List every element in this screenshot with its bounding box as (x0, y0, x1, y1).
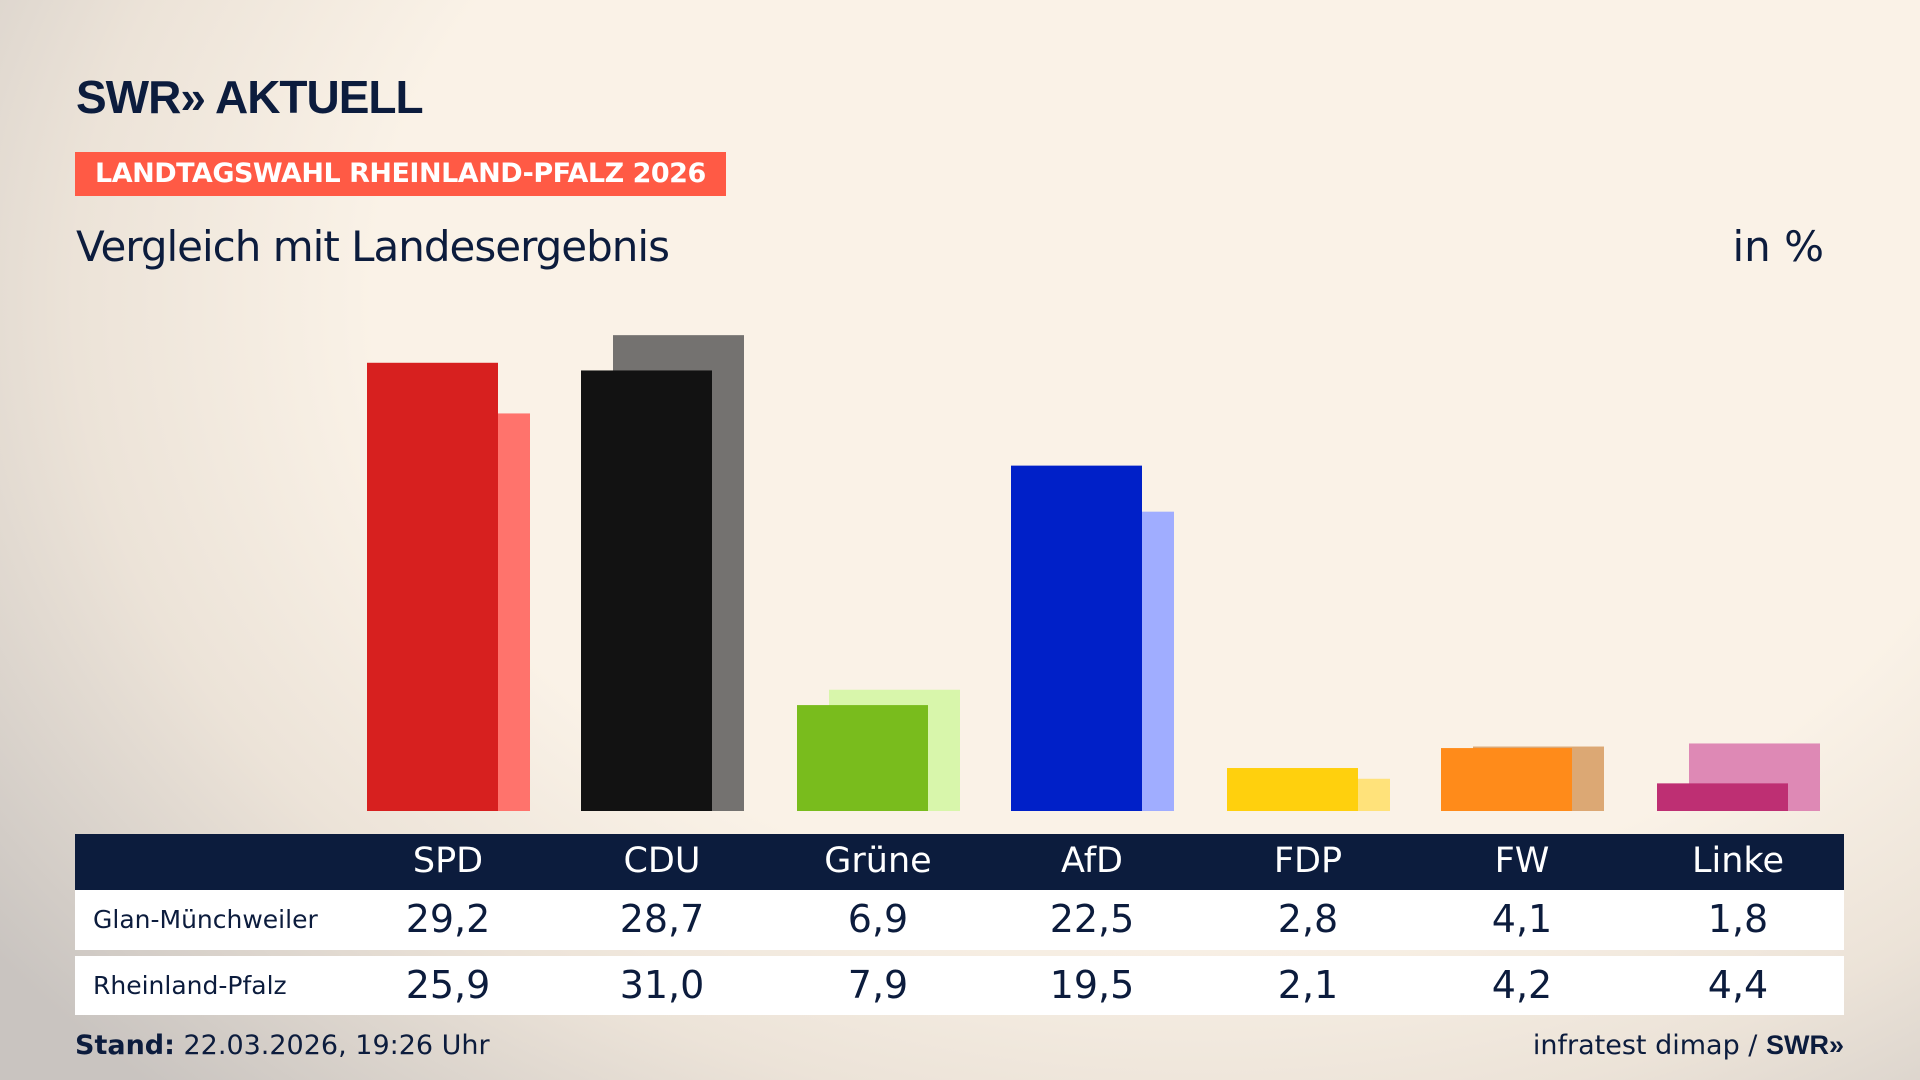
table-header: SPD CDU Grüne AfD FDP FW Linke (75, 834, 1844, 890)
source-text: infratest dimap / (1532, 1030, 1766, 1061)
chart-subtitle: Vergleich mit Landesergebnis (76, 222, 670, 271)
value-cell: 1,8 (1707, 897, 1769, 941)
bar-afd-local (1011, 465, 1142, 811)
value-cell: 6,9 (847, 897, 909, 941)
value-cell: 4,2 (1491, 962, 1553, 1007)
bar-fdp-local (1227, 768, 1358, 811)
value-cell: 2,8 (1277, 897, 1339, 941)
value-cell: 4,1 (1491, 897, 1553, 941)
bar-cdu-local (581, 370, 712, 811)
bar-grüne-local (797, 705, 928, 811)
bar-fw-local (1441, 748, 1572, 811)
category-label: FW (1494, 841, 1550, 881)
stand-label: Stand: (75, 1030, 175, 1061)
category-label: Grüne (824, 841, 932, 881)
election-banner: LANDTAGSWAHL RHEINLAND-PFALZ 2026 (75, 152, 726, 196)
value-cell: 29,2 (405, 897, 491, 941)
unit-label: in % (1732, 222, 1824, 271)
category-label: AfD (1061, 841, 1123, 881)
value-cell: 4,4 (1707, 962, 1769, 1007)
row-label: Rheinland-Pfalz (93, 970, 287, 1000)
value-cell: 2,1 (1277, 962, 1339, 1007)
category-label: Linke (1692, 841, 1784, 881)
value-cell: 19,5 (1049, 962, 1135, 1007)
bar-linke-local (1657, 783, 1788, 811)
table-row: Glan-Münchweiler 29,2 28,7 6,9 22,5 2,8 4,1 1,… (75, 890, 1844, 950)
value-cell: 31,0 (619, 962, 705, 1007)
timestamp: Stand: 22.03.2026, 19:26 Uhr (75, 1030, 490, 1061)
category-label: SPD (412, 841, 484, 881)
source: infratest dimap / SWR» (1533, 1030, 1844, 1061)
category-label: FDP (1273, 841, 1343, 881)
table-row: Rheinland-Pfalz 25,9 31,0 7,9 19,5 2,1 4,2 4,4 (75, 956, 1844, 1015)
category-label: CDU (623, 841, 701, 881)
bar-spd-local (367, 362, 498, 811)
value-cell: 25,9 (405, 962, 491, 1007)
swr-logo: SWR» (1765, 1030, 1844, 1060)
stand-value: 22.03.2026, 19:26 Uhr (174, 1030, 490, 1061)
swr-aktuell-logo: SWR» AKTUELL (76, 71, 424, 123)
value-cell: 7,9 (847, 962, 909, 1007)
value-cell: 22,5 (1049, 897, 1135, 941)
value-cell: 28,7 (619, 897, 705, 941)
row-label: Glan-Münchweiler (93, 905, 318, 934)
